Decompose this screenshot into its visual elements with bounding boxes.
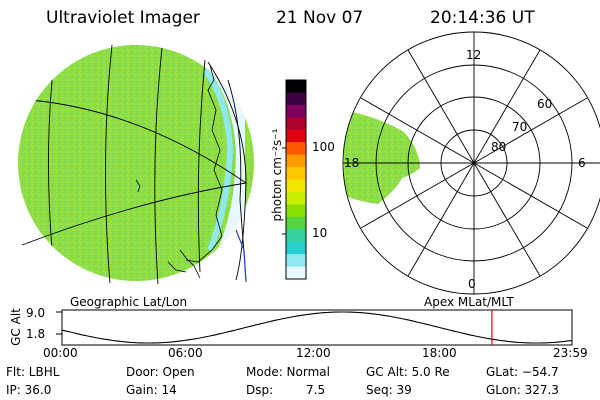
alt-ymax: 9.0: [26, 306, 46, 320]
status-glon: GLon: 327.3: [486, 383, 559, 397]
status-ip: IP: 36.0: [6, 383, 52, 397]
lat-label-60: 60: [537, 97, 553, 111]
geographic-image: [18, 44, 254, 285]
status-mode: Mode: Normal: [246, 365, 330, 379]
colorbar-band: [286, 254, 306, 268]
alt-xtick-0600: 06:00: [168, 346, 203, 360]
mlt-label-0: 0: [468, 277, 476, 291]
mlt-label-18: 18: [344, 156, 360, 170]
date-label: 21 Nov 07: [276, 8, 364, 28]
status-dsp-value: 7.5: [306, 383, 326, 397]
colorbar-tick-100: 100: [312, 140, 335, 154]
colorbar: [282, 79, 307, 280]
colorbar-band: [286, 229, 306, 243]
geo-caption: Geographic Lat/Lon: [70, 295, 188, 309]
mlt-label-12: 12: [466, 48, 482, 62]
alt-xtick-2359: 23:59: [553, 346, 588, 360]
colorbar-tick-10: 10: [312, 226, 328, 240]
colorbar-band: [286, 191, 306, 205]
status-door: Door: Open: [126, 365, 195, 379]
coastline: [135, 64, 223, 279]
polar-caption: Apex MLat/MLT: [424, 295, 514, 309]
mlt-label-6: 6: [578, 156, 586, 170]
alt-xtick-0000: 00:00: [43, 346, 78, 360]
status-dsp-label: Dsp:: [246, 383, 274, 397]
status-flt: Flt: LBHL: [6, 365, 60, 379]
status-seq: Seq: 39: [366, 383, 412, 397]
lat-label-70: 70: [512, 120, 528, 134]
colorbar-band: [286, 154, 306, 168]
status-gc-alt: GC Alt: 5.0 Re: [366, 365, 450, 379]
colorbar-band: [286, 92, 306, 106]
graticule: [21, 44, 247, 285]
colorbar-unit-label: photon cm⁻²s⁻¹: [270, 128, 284, 222]
colorbar-band: [286, 266, 306, 280]
status-glat: GLat: −54.7: [486, 365, 559, 379]
colorbar-band: [286, 117, 306, 131]
colorbar-band: [286, 142, 306, 156]
colorbar-band: [286, 179, 306, 193]
colorbar-band: [286, 167, 306, 180]
instrument-title: Ultraviolet Imager: [46, 8, 200, 28]
colorbar-band: [286, 80, 306, 93]
colorbar-band: [286, 104, 306, 118]
alt-xtick-1200: 12:00: [296, 346, 331, 360]
status-gain: Gain: 14: [126, 383, 177, 397]
colorbar-band: [286, 216, 306, 230]
lat-label-80: 80: [491, 140, 507, 154]
time-label: 20:14:36 UT: [430, 8, 535, 28]
polar-plot: [342, 31, 600, 295]
alt-ymin: 1.8: [26, 327, 46, 341]
alt-xtick-1800: 18:00: [422, 346, 457, 360]
altitude-plot: [56, 309, 573, 346]
colorbar-band: [286, 241, 306, 255]
alt-ylabel: GC Alt: [9, 308, 23, 346]
colorbar-band: [286, 129, 306, 143]
colorbar-band: [286, 204, 306, 218]
